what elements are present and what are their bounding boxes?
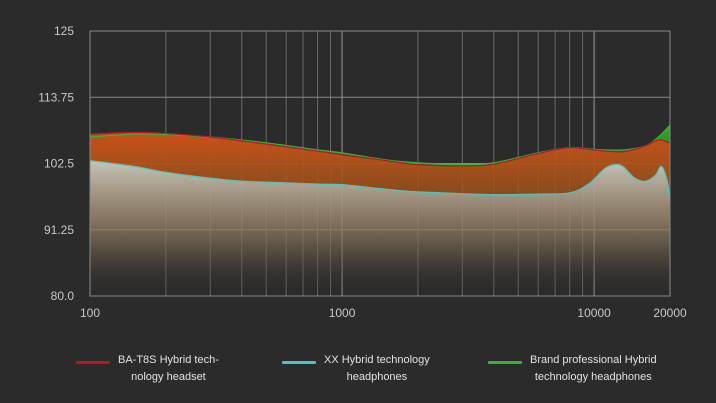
y-tick-label: 80.0 — [51, 289, 75, 303]
y-tick-label: 102.5 — [44, 157, 74, 171]
x-tick-label: 1000 — [329, 306, 356, 320]
series-line-xx-hybrid — [90, 159, 670, 202]
legend-label-ba-t8s: BA-T8S Hybrid tech- nology headset — [118, 354, 219, 383]
y-tick-label: 113.75 — [38, 90, 74, 104]
frequency-response-chart: 125 113.75 102.5 91.25 80.0 100 1000 10000 2000… — [38, 24, 687, 320]
y-axis-ticks: 125 113.75 102.5 91.25 80.0 — [38, 24, 74, 303]
series-line-ba-t8s — [90, 131, 670, 167]
legend-label-xx-hybrid: XX Hybrid technology headphones — [324, 354, 430, 383]
x-tick-label: 20000 — [653, 306, 687, 320]
legend: BA-T8S Hybrid tech- nology headset XX Hy… — [0, 352, 716, 392]
y-tick-label: 125 — [54, 24, 74, 38]
plot-frame — [89, 30, 671, 297]
legend-item-brand-professional: Brand professional Hybrid technology hea… — [488, 352, 657, 386]
legend-item-ba-t8s: BA-T8S Hybrid tech- nology headset — [76, 352, 219, 386]
legend-label-brand-professional: Brand professional Hybrid technology hea… — [530, 354, 657, 383]
x-axis-ticks: 100 1000 10000 20000 — [80, 306, 687, 320]
x-tick-label: 10000 — [577, 306, 611, 320]
legend-swatch-brand-professional — [488, 361, 522, 364]
legend-swatch-xx-hybrid — [282, 361, 316, 364]
legend-item-xx-hybrid: XX Hybrid technology headphones — [282, 352, 430, 386]
series-areas — [90, 125, 670, 296]
y-tick-label: 91.25 — [44, 223, 74, 237]
series-lines — [90, 124, 670, 202]
legend-swatch-ba-t8s — [76, 361, 110, 364]
x-tick-label: 100 — [80, 306, 100, 320]
